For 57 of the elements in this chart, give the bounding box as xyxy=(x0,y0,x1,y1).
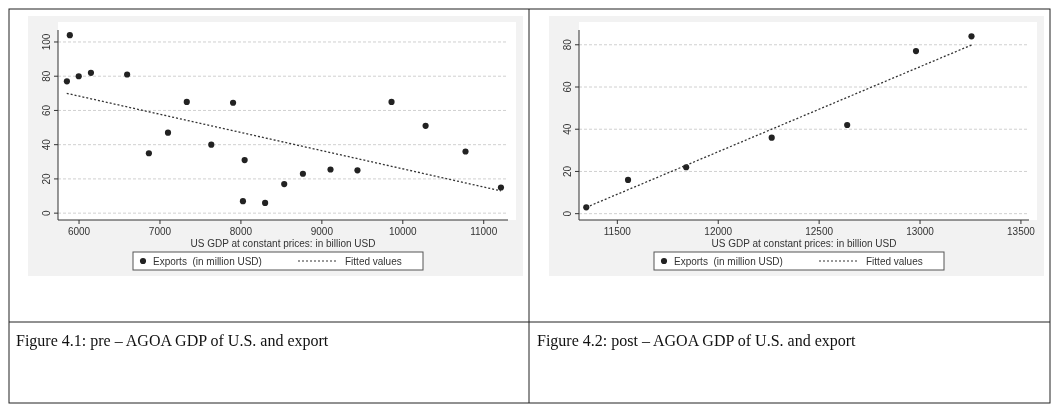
point xyxy=(164,129,172,136)
y-tick-label: 0 xyxy=(562,210,573,217)
y-tick-label: 40 xyxy=(41,138,52,151)
point xyxy=(354,167,361,174)
point xyxy=(768,134,775,141)
legend-label: Exports (in million USD) xyxy=(153,256,262,267)
y-tick-label: 20 xyxy=(41,172,52,185)
x-axis-title: US GDP at constant prices: in billion USD xyxy=(190,238,376,249)
x-tick-label: 13000 xyxy=(906,226,935,237)
point xyxy=(462,148,469,155)
legend-label: Fitted values xyxy=(345,256,402,267)
point xyxy=(844,121,851,129)
point xyxy=(87,69,95,76)
point xyxy=(183,98,190,105)
legend-label: Fitted values xyxy=(866,256,923,267)
y-tick-label: 80 xyxy=(562,38,573,51)
point xyxy=(241,157,248,164)
point xyxy=(299,170,306,177)
point xyxy=(624,176,632,183)
point xyxy=(145,150,152,157)
point xyxy=(281,180,288,188)
point xyxy=(229,99,237,106)
x-tick-label: 12000 xyxy=(704,226,733,237)
y-tick-label: 60 xyxy=(562,81,573,93)
caption: Figure 4.1: pre – AGOA GDP of U.S. and export xyxy=(16,332,329,350)
x-tick-label: 11500 xyxy=(603,226,632,237)
point xyxy=(239,198,247,205)
point xyxy=(968,33,975,40)
y-tick-label: 20 xyxy=(562,165,573,178)
point xyxy=(327,166,334,173)
point xyxy=(497,184,505,191)
x-tick-label: 7000 xyxy=(148,226,172,237)
x-tick-label: 12500 xyxy=(805,226,834,237)
point xyxy=(124,71,131,78)
point xyxy=(422,122,429,129)
caption: Figure 4.2: post – AGOA GDP of U.S. and export xyxy=(537,332,857,350)
point xyxy=(208,141,215,148)
y-tick-label: 60 xyxy=(41,104,52,117)
x-tick-label: 8000 xyxy=(229,226,253,237)
point xyxy=(912,48,920,55)
y-tick-label: 100 xyxy=(41,33,52,51)
x-tick-label: 9000 xyxy=(310,226,334,237)
point xyxy=(583,204,590,211)
x-tick-label: 10000 xyxy=(388,226,418,237)
x-tick-label: 13500 xyxy=(1007,226,1036,237)
x-axis-title: US GDP at constant prices: in billion USD xyxy=(711,238,897,249)
point xyxy=(388,98,395,105)
x-tick-label: 11000 xyxy=(470,226,498,237)
y-tick-label: 40 xyxy=(562,123,573,135)
point xyxy=(63,78,70,85)
legend-label: Exports (in million USD) xyxy=(674,256,783,267)
y-tick-label: 80 xyxy=(41,70,52,82)
point xyxy=(66,32,73,39)
y-tick-label: 0 xyxy=(41,209,52,216)
point xyxy=(75,73,82,80)
x-tick-label: 6000 xyxy=(67,226,91,237)
point xyxy=(262,199,269,206)
